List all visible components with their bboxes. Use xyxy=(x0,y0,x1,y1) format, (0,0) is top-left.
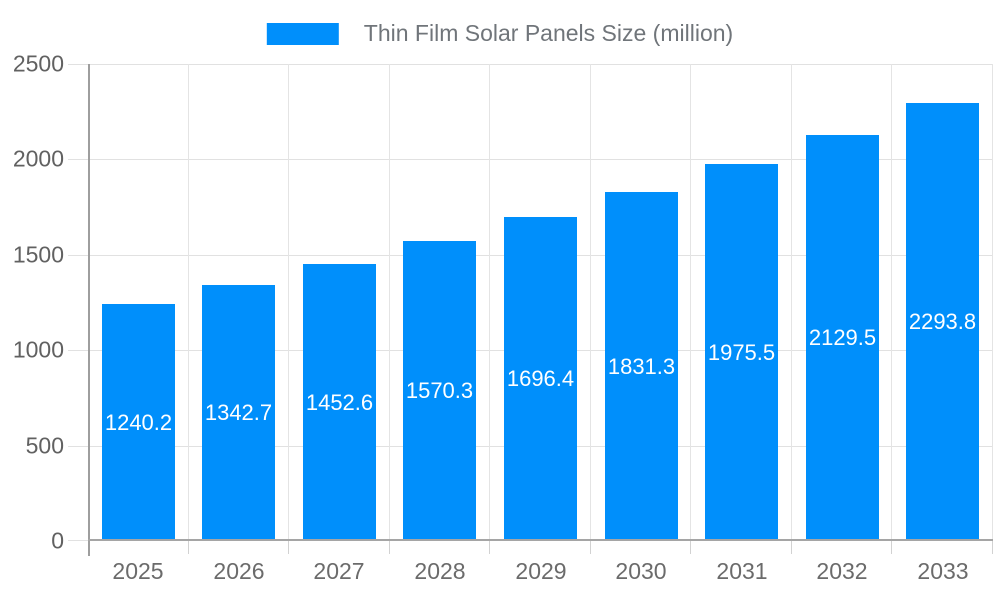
x-tick-label: 2033 xyxy=(917,558,969,584)
v-gridline xyxy=(389,64,390,541)
v-gridline xyxy=(590,64,591,541)
v-gridline xyxy=(690,64,691,541)
x-tick-label: 2027 xyxy=(313,558,365,584)
x-axis-tick xyxy=(188,541,189,554)
bar-value-label: 1975.5 xyxy=(707,339,776,365)
legend-swatch xyxy=(266,22,339,45)
x-tick-label: 2026 xyxy=(213,558,265,584)
bar-value-label: 1342.7 xyxy=(204,400,273,425)
v-gridline xyxy=(288,64,289,541)
bar-value-label: 1831.3 xyxy=(607,353,676,379)
bar-2026[interactable]: 1342.7 xyxy=(202,285,275,541)
x-axis-line xyxy=(88,539,993,541)
plot-area: 1240.2 1342.7 1452.6 1570.3 1696.4 1831.3 1975… xyxy=(13,51,993,584)
x-axis-tick xyxy=(489,541,490,554)
v-gridline xyxy=(489,64,490,541)
bar-2027[interactable]: 1452.6 xyxy=(303,264,376,541)
bar-value-label: 1570.3 xyxy=(405,378,474,403)
legend-label: Thin Film Solar Panels Size (million) xyxy=(363,20,734,46)
x-tick-label: 2030 xyxy=(615,558,667,584)
y-tick-label: 1000 xyxy=(12,336,64,363)
h-gridline xyxy=(68,159,993,161)
x-axis-tick xyxy=(288,541,289,554)
x-tick-label: 2032 xyxy=(816,558,868,584)
v-gridline xyxy=(188,64,189,541)
y-tick-label: 1500 xyxy=(12,241,64,268)
bar-2030[interactable]: 1831.3 xyxy=(605,192,678,541)
bar-2025[interactable]: 1240.2 xyxy=(102,304,175,541)
y-tick-label: 500 xyxy=(25,432,64,459)
x-tick-label: 2031 xyxy=(716,558,768,584)
bar-2032[interactable]: 2129.5 xyxy=(806,135,879,541)
y-axis-line xyxy=(88,64,90,556)
v-gridline xyxy=(791,64,792,541)
x-tick-label: 2025 xyxy=(112,558,164,584)
bar-2028[interactable]: 1570.3 xyxy=(403,241,476,541)
y-tick-label: 2000 xyxy=(12,145,64,172)
bar-2029[interactable]: 1696.4 xyxy=(504,217,577,541)
x-axis-tick xyxy=(992,541,993,554)
bar-value-label: 1696.4 xyxy=(506,366,575,391)
x-axis-tick xyxy=(389,541,390,554)
legend-item[interactable]: Thin Film Solar Panels Size (million) xyxy=(266,20,734,47)
y-tick-label: 0 xyxy=(51,527,64,554)
bar-value-label: 1240.2 xyxy=(104,409,173,435)
x-axis-tick xyxy=(690,541,691,554)
h-gridline xyxy=(68,64,993,65)
x-axis-tick xyxy=(791,541,792,554)
x-tick-label: 2029 xyxy=(515,558,567,584)
x-tick-label: 2028 xyxy=(414,558,466,584)
bar-2033[interactable]: 2293.8 xyxy=(906,103,979,541)
bar-value-label: 2293.8 xyxy=(908,309,977,334)
x-axis-tick xyxy=(891,541,892,554)
v-gridline xyxy=(891,64,892,541)
v-gridline xyxy=(992,64,993,541)
x-axis-tick xyxy=(590,541,591,554)
bar-value-label: 2129.5 xyxy=(808,325,877,350)
y-tick-label: 2500 xyxy=(12,50,64,77)
bar-value-label: 1452.6 xyxy=(305,389,374,415)
bar-2031[interactable]: 1975.5 xyxy=(705,164,778,541)
y-axis-zero-tick xyxy=(68,540,88,541)
